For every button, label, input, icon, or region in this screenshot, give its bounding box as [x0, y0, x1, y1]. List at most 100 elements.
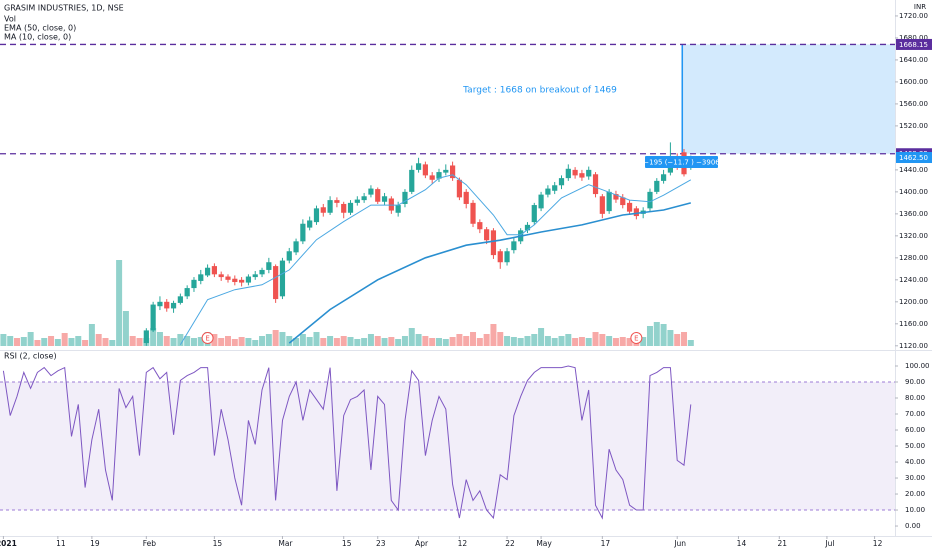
- volume-bar: [320, 338, 327, 346]
- volume-bar: [34, 340, 41, 346]
- rsi-tick-label: 40.00: [905, 458, 925, 466]
- candle-body: [647, 191, 653, 209]
- volume-bar: [374, 336, 381, 346]
- y-tick-label: 1360.00: [899, 210, 928, 218]
- candle-body: [300, 223, 306, 242]
- candle-body: [409, 169, 415, 192]
- volume-bar: [619, 337, 626, 346]
- volume-bar: [401, 336, 408, 346]
- candle-body: [654, 180, 660, 192]
- volume-bar: [504, 336, 511, 346]
- volume-bar: [279, 332, 286, 346]
- candle-body: [177, 296, 183, 303]
- currency: INR: [914, 3, 926, 11]
- volume-bar: [490, 324, 497, 346]
- volume-bar: [681, 332, 688, 346]
- candle-body: [307, 220, 313, 228]
- candle-body: [347, 202, 354, 213]
- candle-body: [354, 199, 360, 203]
- position-label: −195 (−11.7 ) −3906: [643, 159, 720, 167]
- volume-bar: [626, 338, 633, 346]
- volume-bar: [163, 336, 170, 346]
- volume-bar: [109, 340, 116, 346]
- candle-body: [511, 241, 517, 251]
- candle-body: [599, 196, 605, 214]
- volume-bar: [7, 336, 14, 346]
- annotation: Target : 1668 on breakout of 1469: [462, 86, 617, 96]
- candle-body: [504, 251, 510, 263]
- volume-bar: [510, 337, 517, 346]
- volume-bar: [572, 338, 579, 346]
- x-tick-label: 12: [458, 539, 468, 548]
- x-tick-label: 23: [376, 539, 386, 548]
- chart-title: GRASIM INDUSTRIES, 1D, NSE: [4, 4, 124, 13]
- candle-body: [586, 169, 592, 177]
- volume-bar: [463, 336, 470, 346]
- candle-body: [443, 169, 449, 173]
- candle-body: [191, 279, 197, 289]
- ema-legend: EMA (50, close, 0): [4, 24, 76, 33]
- volume-bar: [388, 337, 395, 346]
- x-tick-label: Apr: [415, 539, 429, 548]
- x-tick-label: 17: [601, 539, 611, 548]
- volume-bar: [14, 338, 21, 346]
- candle-body: [592, 174, 599, 195]
- rsi-tick-label: 30.00: [905, 474, 925, 482]
- candle-body: [450, 165, 456, 179]
- rsi-line: [2, 365, 692, 520]
- volume-bar: [524, 336, 531, 346]
- volume-bar: [245, 338, 252, 346]
- volume-bar: [333, 338, 340, 346]
- rsi-legend: RSI (2, close): [4, 352, 57, 361]
- candle-body: [381, 196, 388, 202]
- plot: E E−195 (−11.7 ) −39061720.001680.001640.…: [0, 12, 932, 548]
- indicator-line: [288, 202, 692, 344]
- volume-bar: [592, 332, 599, 346]
- volume-bar: [116, 260, 123, 346]
- level-tag: [896, 38, 932, 50]
- rsi-tick-label: 60.00: [905, 426, 925, 434]
- y-tick-label: 1560.00: [899, 100, 928, 108]
- volume-bar: [0, 334, 7, 346]
- x-tick-label: 2021: [0, 539, 17, 548]
- volume-bar: [544, 336, 551, 346]
- volume-bar: [231, 339, 238, 346]
- candle-body: [361, 196, 367, 201]
- y-tick-label: 1680.00: [899, 34, 928, 42]
- candle-body: [239, 279, 245, 283]
- candle-body: [211, 266, 217, 275]
- position-label-box: [645, 156, 718, 168]
- rsi-tick-label: 80.00: [905, 394, 925, 402]
- candle-body: [375, 189, 381, 202]
- x-tick-label: 14: [737, 539, 747, 548]
- volume-bar: [667, 330, 674, 346]
- volume-bar: [558, 336, 565, 346]
- volume-bar: [599, 334, 606, 346]
- y-tick-label: 1120.00: [899, 342, 928, 350]
- candle-body: [259, 269, 265, 275]
- volume-bar: [640, 337, 647, 346]
- y-tick-label: 1400.00: [899, 188, 928, 196]
- candle-body: [545, 188, 551, 195]
- x-tick-label: 21: [778, 539, 788, 548]
- y-tick-label: 1240.00: [899, 276, 928, 284]
- rsi-tick-label: 10.00: [905, 506, 925, 514]
- level-tag-label: 1668.15: [899, 41, 928, 49]
- volume-bar: [517, 338, 524, 346]
- volume-bar: [415, 334, 422, 346]
- rsi-tick-label: 50.00: [905, 442, 925, 450]
- candle-body: [334, 200, 340, 203]
- candle-body: [184, 288, 190, 297]
- y-tick-label: 1720.00: [899, 12, 928, 20]
- candle-body: [463, 191, 469, 204]
- candle-body: [490, 230, 497, 256]
- earnings-label: E: [634, 335, 638, 343]
- candle-body: [245, 276, 252, 283]
- volume-bar: [75, 336, 82, 346]
- x-tick-label: 11: [56, 539, 66, 548]
- volume-bar: [20, 337, 27, 346]
- candle-body: [143, 330, 149, 344]
- volume-bar: [136, 338, 143, 346]
- volume-bar: [327, 336, 334, 346]
- volume-bar: [293, 338, 300, 346]
